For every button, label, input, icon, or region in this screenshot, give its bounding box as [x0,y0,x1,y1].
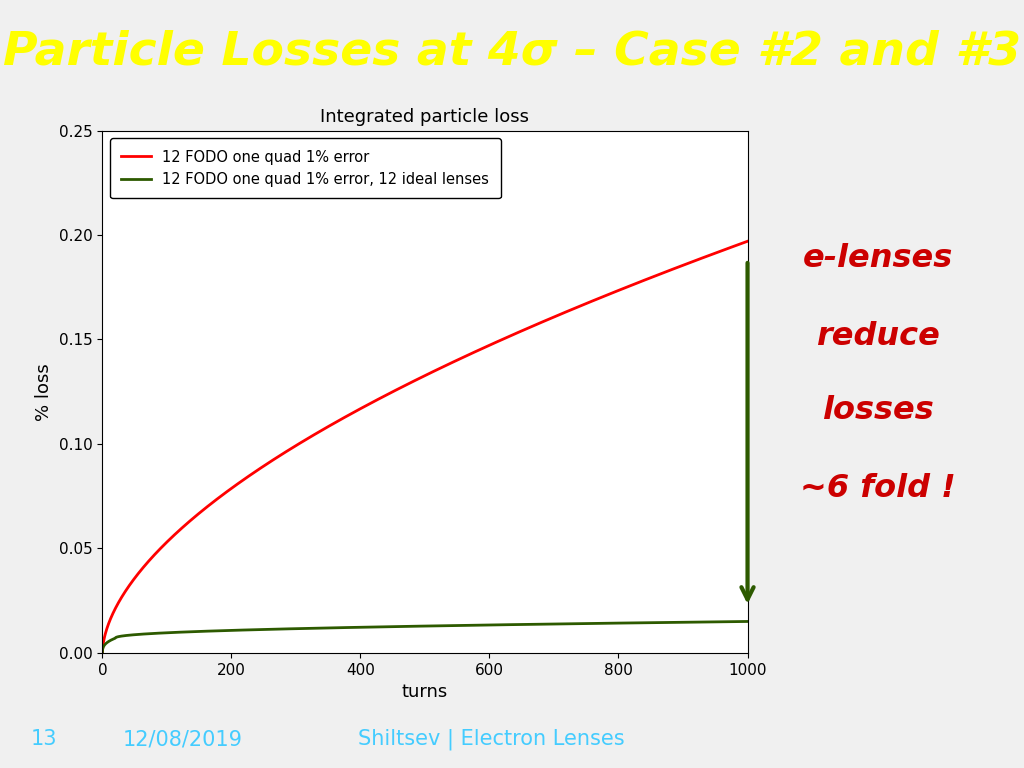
12 FODO one quad 1% error, 12 ideal lenses [659,618,672,627]
12 FODO one quad 1% error, 12 ideal lenses [344,623,356,632]
Y-axis label: % loss: % loss [36,362,53,421]
Text: Shiltsev | Electron Lenses: Shiltsev | Electron Lenses [358,729,625,750]
12 FODO one quad 1% error [729,241,741,250]
Text: ~6 fold !: ~6 fold ! [800,473,956,504]
12 FODO one quad 1% error, 12 ideal lenses [96,648,109,657]
Text: e-lenses: e-lenses [803,243,953,274]
Text: 12/08/2019: 12/08/2019 [123,730,243,750]
Text: reduce: reduce [816,321,940,352]
12 FODO one quad 1% error [344,410,356,419]
12 FODO one quad 1% error [372,395,384,404]
Line: 12 FODO one quad 1% error, 12 ideal lenses: 12 FODO one quad 1% error, 12 ideal lens… [102,621,748,653]
12 FODO one quad 1% error [96,648,109,657]
12 FODO one quad 1% error, 12 ideal lenses [372,622,384,631]
12 FODO one quad 1% error [170,529,182,538]
Legend: 12 FODO one quad 1% error, 12 FODO one quad 1% error, 12 ideal lenses: 12 FODO one quad 1% error, 12 FODO one q… [110,137,501,198]
Title: Integrated particle loss: Integrated particle loss [321,108,529,126]
12 FODO one quad 1% error [208,497,220,506]
Text: 13: 13 [31,730,57,750]
12 FODO one quad 1% error, 12 ideal lenses [741,617,754,626]
Text: Particle Losses at 4σ – Case #2 and #3: Particle Losses at 4σ – Case #2 and #3 [3,29,1021,74]
12 FODO one quad 1% error, 12 ideal lenses [729,617,741,626]
12 FODO one quad 1% error [659,267,672,276]
Line: 12 FODO one quad 1% error: 12 FODO one quad 1% error [102,241,748,653]
12 FODO one quad 1% error, 12 ideal lenses [170,627,182,637]
X-axis label: turns: turns [401,683,449,701]
Text: losses: losses [822,396,934,426]
12 FODO one quad 1% error, 12 ideal lenses [208,627,220,636]
12 FODO one quad 1% error [741,237,754,246]
